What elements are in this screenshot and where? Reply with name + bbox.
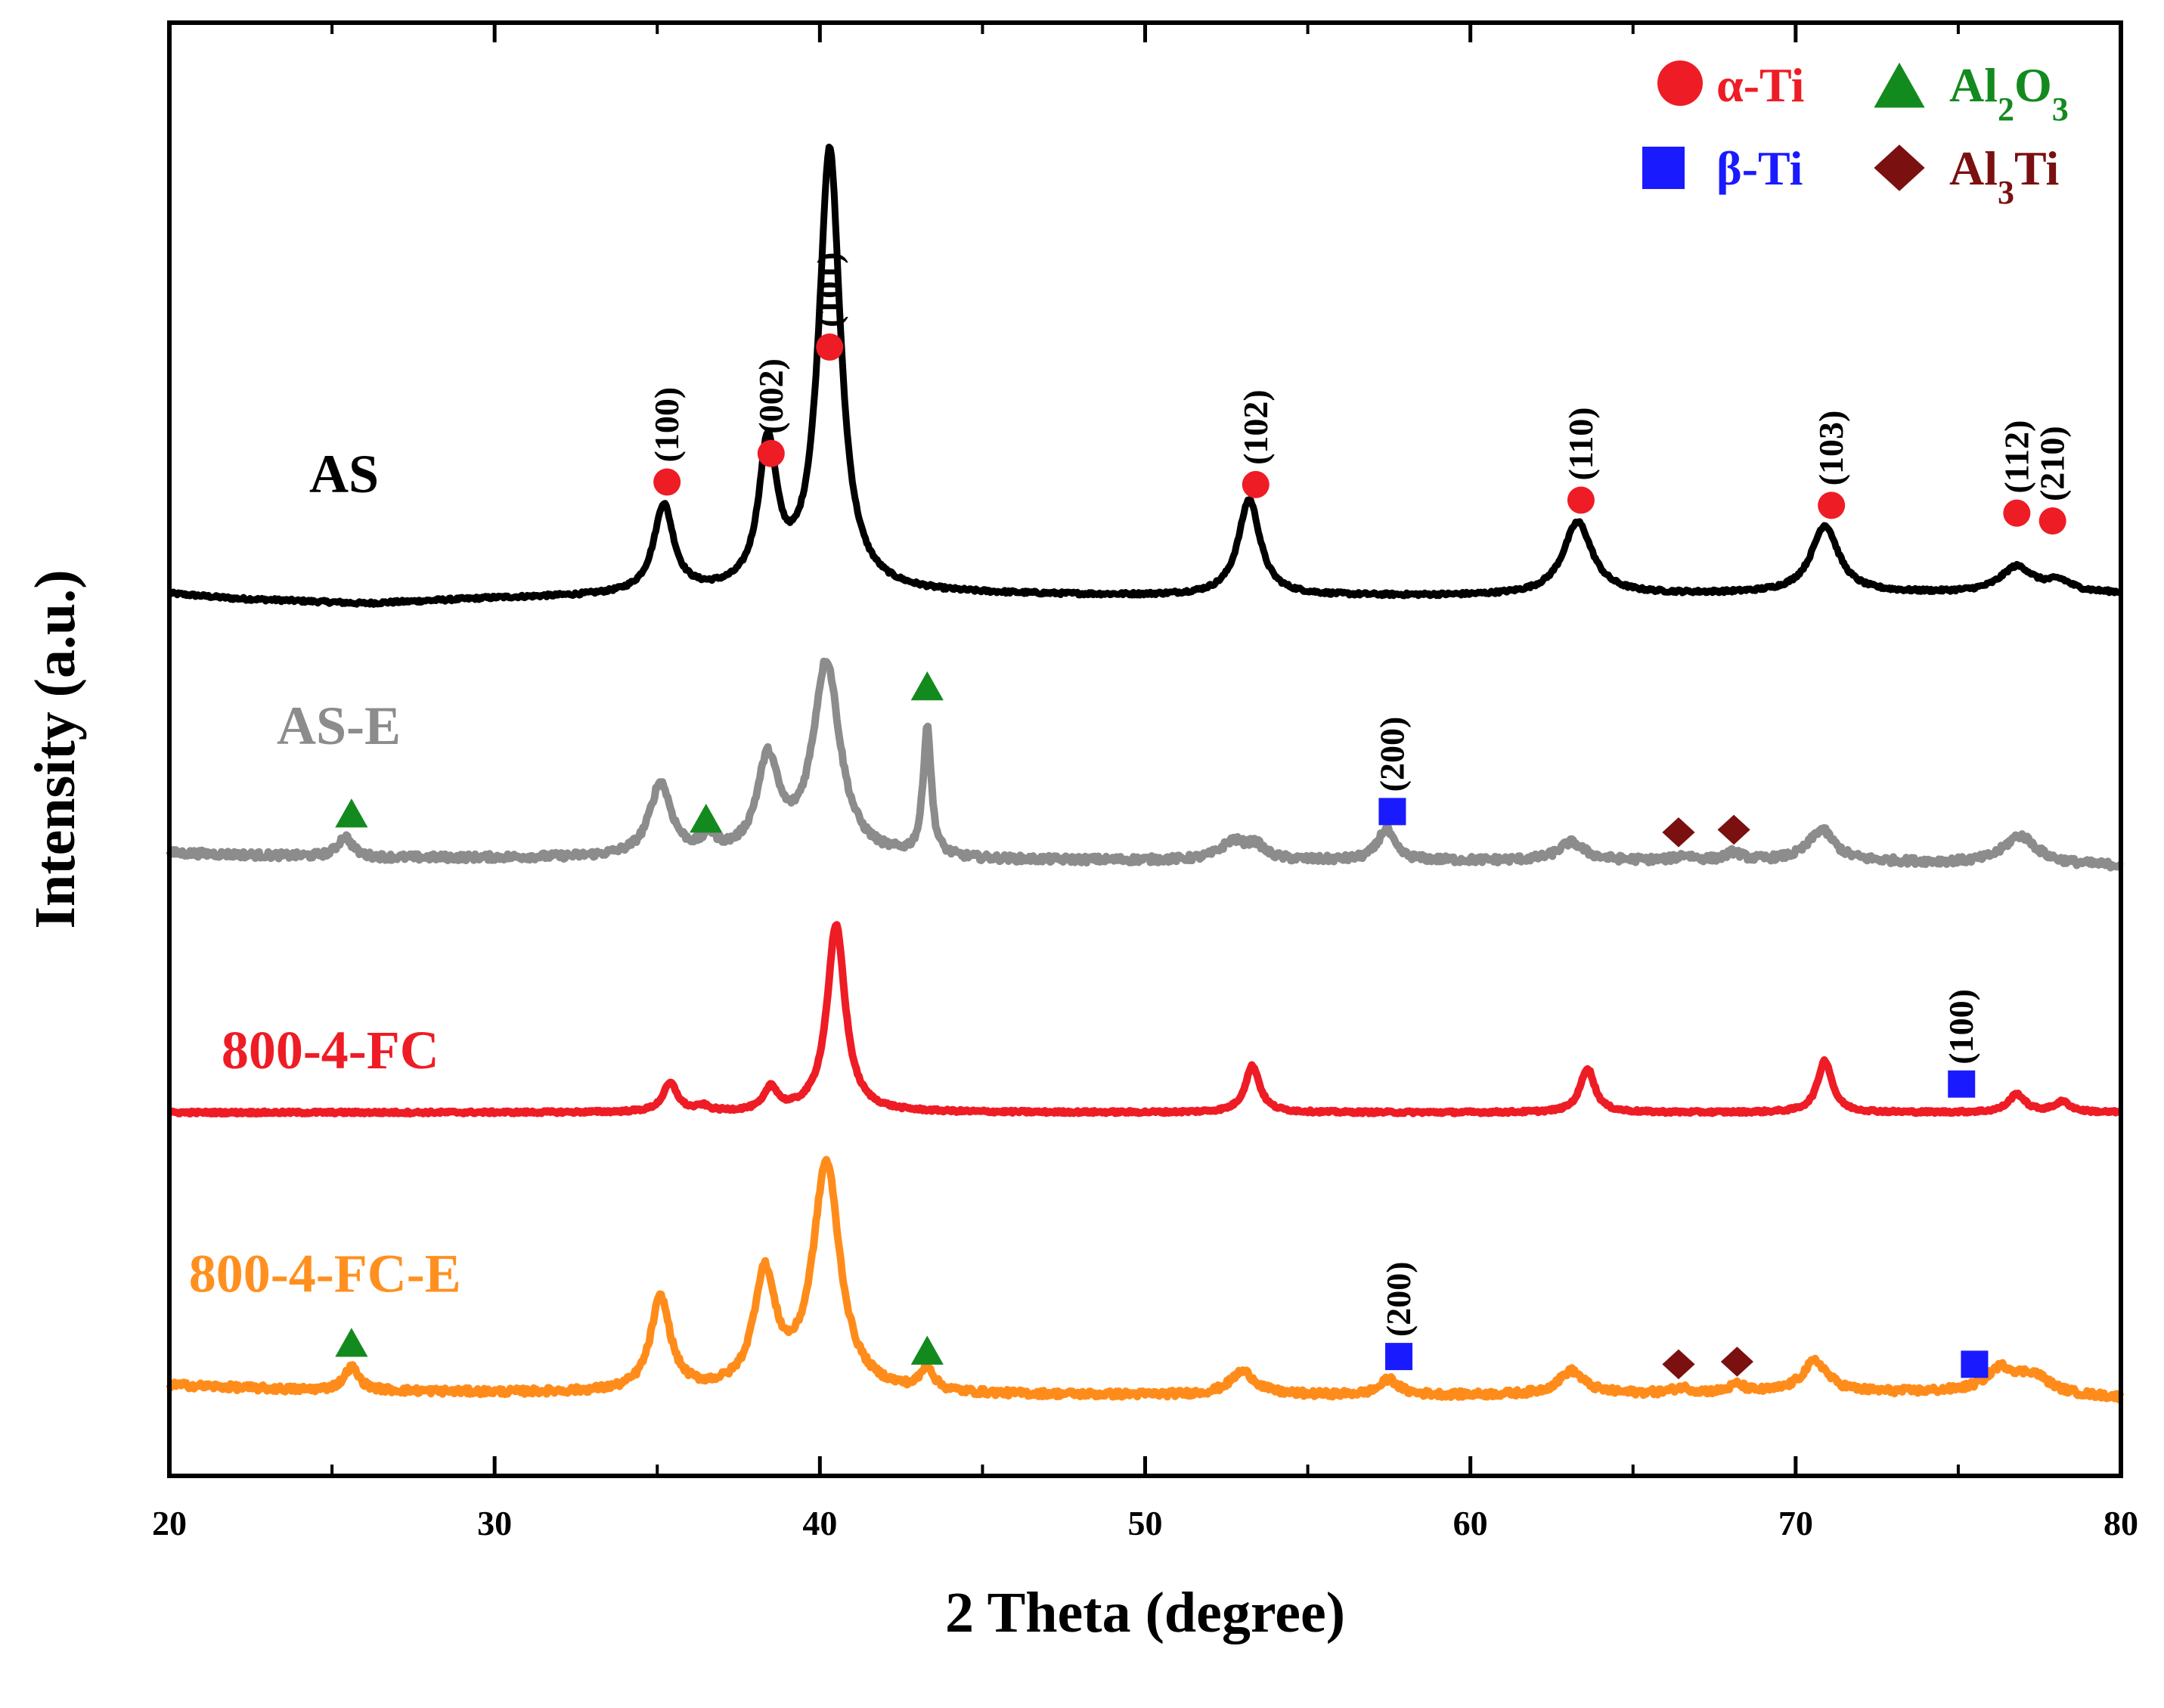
peak-marker-circle bbox=[1242, 470, 1270, 498]
peak-marker-diamond bbox=[1717, 814, 1750, 845]
peak-marker-square bbox=[1961, 1350, 1989, 1378]
series-line-800-4-fc-e bbox=[166, 1155, 2125, 1403]
series-line-as-e bbox=[166, 657, 2124, 872]
legend-marker-diamond bbox=[1874, 144, 1925, 191]
legend-label-circle: α-Ti bbox=[1716, 58, 1804, 112]
hkl-label: (100) bbox=[647, 387, 686, 463]
series-layer bbox=[166, 144, 2125, 1403]
hkl-label: (002) bbox=[752, 358, 790, 434]
legend: α-Ti Al2O3 β-Ti Al3Ti bbox=[1642, 58, 2069, 211]
x-tick-label: 30 bbox=[477, 1504, 512, 1542]
peak-marker-circle bbox=[653, 468, 681, 496]
peak-marker-circle bbox=[2003, 499, 2031, 527]
peak-marker-triangle bbox=[910, 1335, 944, 1365]
hkl-label: (101) bbox=[810, 252, 848, 327]
x-tick-label: 60 bbox=[1453, 1504, 1488, 1542]
hkl-label: (200) bbox=[1379, 1261, 1418, 1337]
peak-marker-circle bbox=[1818, 491, 1846, 519]
marker-layer bbox=[335, 333, 2066, 1380]
axes-layer: 20 30 40 50 60 70 80 2 Theta (degree) Intensity … bbox=[23, 20, 2138, 1644]
legend-label-diamond: Al3Ti bbox=[1949, 141, 2059, 211]
series-label-800-4-fc: 800-4-FC bbox=[222, 1020, 439, 1080]
peak-marker-circle bbox=[1567, 486, 1595, 514]
peak-marker-circle bbox=[816, 333, 844, 361]
series-line-800-4-fc bbox=[166, 921, 2124, 1118]
hkl-label: (100) bbox=[1942, 989, 1980, 1065]
peak-marker-square bbox=[1385, 1343, 1413, 1371]
peak-marker-triangle bbox=[910, 671, 944, 701]
peak-marker-square bbox=[1378, 798, 1406, 826]
x-tick-label: 20 bbox=[152, 1504, 187, 1542]
y-axis-label: Intensity (a.u.) bbox=[23, 569, 87, 928]
x-tick-label: 70 bbox=[1778, 1504, 1813, 1542]
series-label-as: AS bbox=[309, 444, 379, 504]
x-tick-label: 80 bbox=[2104, 1504, 2138, 1542]
hkl-label: (110) bbox=[1561, 407, 1600, 480]
x-axis-label: 2 Theta (degree) bbox=[945, 1581, 1345, 1644]
x-tick-label: 50 bbox=[1128, 1504, 1163, 1542]
peak-marker-triangle bbox=[335, 1328, 368, 1357]
peak-marker-circle bbox=[757, 439, 785, 467]
hkl-label: (102) bbox=[1236, 389, 1275, 465]
x-tick-label: 40 bbox=[802, 1504, 837, 1542]
hkl-label: (210) bbox=[2033, 426, 2072, 501]
peak-marker-square bbox=[1948, 1070, 1976, 1098]
peak-marker-triangle bbox=[690, 803, 723, 833]
peak-marker-diamond bbox=[1720, 1347, 1754, 1377]
legend-marker-triangle bbox=[1874, 62, 1925, 108]
hkl-label: (200) bbox=[1372, 717, 1411, 792]
legend-marker-circle bbox=[1657, 60, 1703, 106]
label-layer: AS (100) (002) (101) (102) (110) (103) (112)(21… bbox=[189, 252, 2072, 1337]
legend-label-square: β-Ti bbox=[1716, 141, 1803, 195]
peak-marker-circle bbox=[2038, 507, 2066, 535]
legend-marker-square bbox=[1642, 147, 1685, 189]
legend-label-triangle: Al2O3 bbox=[1949, 58, 2069, 128]
peak-marker-diamond bbox=[1662, 817, 1695, 848]
series-label-800-4-fc-e: 800-4-FC-E bbox=[189, 1243, 461, 1303]
series-line-as bbox=[166, 144, 2123, 608]
series-label-as-e: AS-E bbox=[277, 696, 401, 756]
peak-marker-diamond bbox=[1662, 1349, 1695, 1380]
peak-marker-triangle bbox=[335, 798, 368, 828]
hkl-label: (103) bbox=[1812, 411, 1850, 486]
hkl-label: (112) bbox=[1997, 420, 2035, 494]
